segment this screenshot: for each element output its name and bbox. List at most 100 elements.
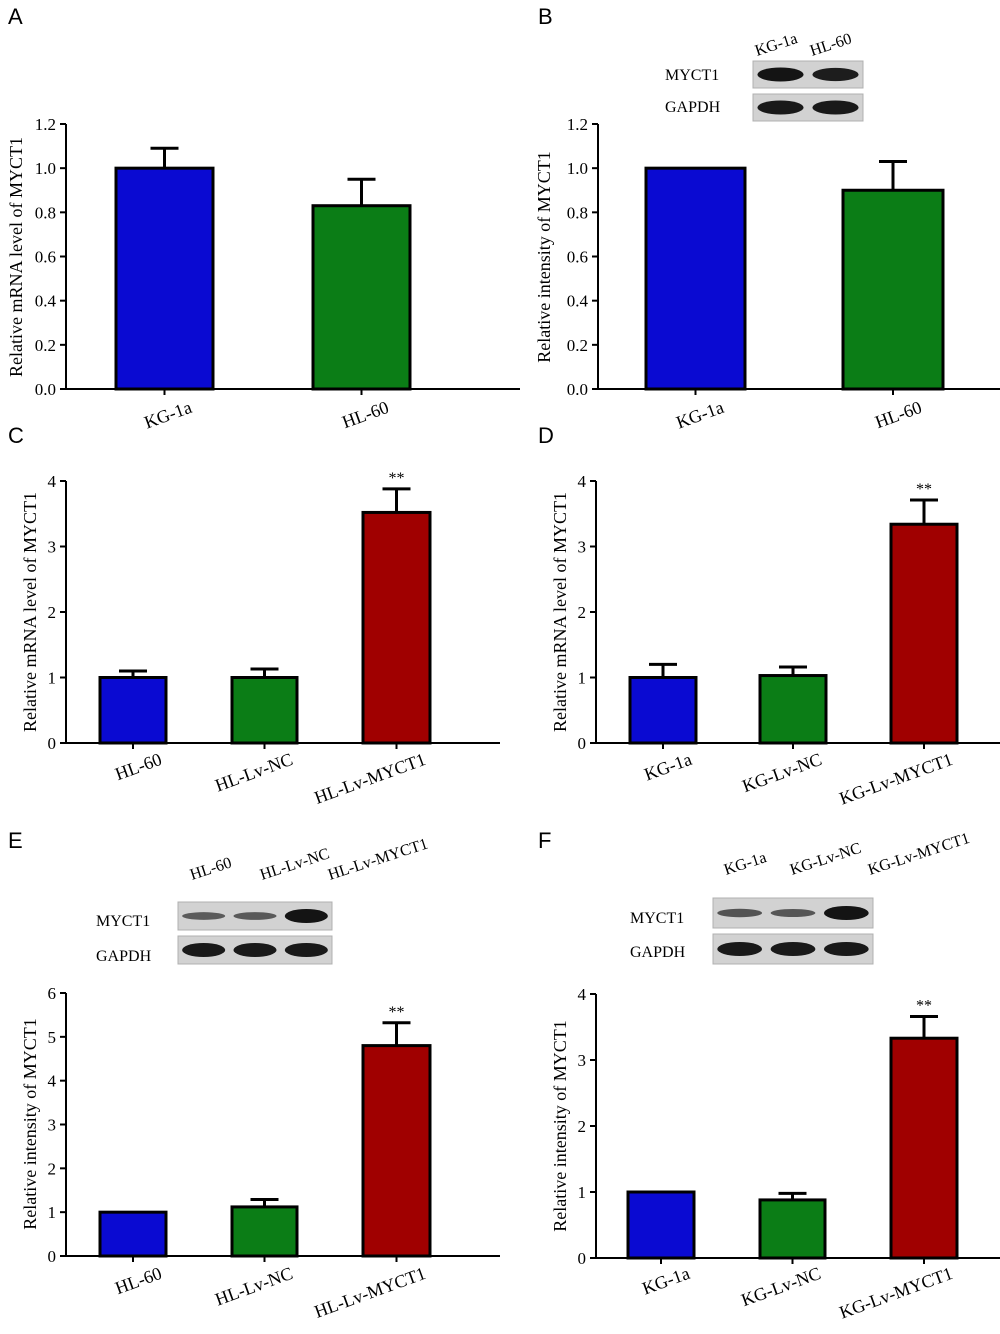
y-axis-label: Relative intensity of MYCT1 bbox=[20, 1018, 40, 1229]
y-tick-label: 3 bbox=[48, 538, 57, 557]
bar-hl-lv-myct1 bbox=[361, 510, 432, 745]
bar-kg-lv-nc bbox=[758, 674, 828, 745]
y-tick-label: 4 bbox=[48, 1072, 57, 1091]
panel-d: D 0 1 2 3 4 Relative mRNA level of MYCT1 KG-1a K… bbox=[538, 423, 1000, 808]
panel-e: E 0 1 2 3 4 5 6 Relative intensity of MYCT1 HL-60… bbox=[8, 828, 500, 1322]
bar-hl-60 bbox=[311, 204, 412, 391]
blot-lane-label: KG-1a bbox=[722, 849, 769, 879]
panel-letter: B bbox=[538, 4, 553, 29]
blot-band bbox=[284, 909, 328, 923]
y-tick-label: 1 bbox=[48, 1203, 57, 1222]
x-tick-label: HL-60 bbox=[112, 1263, 164, 1298]
significance-label: ** bbox=[389, 470, 405, 487]
bar-hl-lv-myct1 bbox=[361, 1044, 432, 1258]
blot-band bbox=[823, 906, 869, 920]
bar-kg-1a bbox=[626, 1190, 696, 1260]
significance-label: ** bbox=[389, 1004, 405, 1021]
blot-band bbox=[717, 908, 763, 918]
x-tick-label: HL-60 bbox=[339, 397, 391, 432]
significance-label: ** bbox=[916, 481, 932, 498]
y-tick-label: 3 bbox=[48, 1116, 57, 1135]
blot-lane-label: HL-60 bbox=[188, 854, 234, 883]
blot-band bbox=[823, 942, 869, 956]
y-tick-label: 2 bbox=[48, 1159, 57, 1178]
bar-kg-lv-myct1 bbox=[889, 1036, 959, 1260]
x-tick-label: HL-Lv-MYCT1 bbox=[312, 1263, 429, 1322]
panel-letter: C bbox=[8, 423, 24, 448]
blot-row-label: GAPDH bbox=[630, 944, 686, 961]
y-tick-label: 0.8 bbox=[567, 203, 588, 222]
y-tick-label: 2 bbox=[48, 603, 57, 622]
x-tick-label: HL-Lv-NC bbox=[212, 749, 295, 795]
x-tick-label: KG-1a bbox=[639, 1263, 692, 1299]
panel-letter: F bbox=[538, 828, 551, 853]
y-tick-label: 0 bbox=[48, 1247, 57, 1266]
blot-band bbox=[182, 912, 226, 920]
blot-band bbox=[233, 943, 277, 957]
blot-band bbox=[182, 943, 226, 957]
y-tick-label: 0 bbox=[48, 734, 57, 753]
bar-hl-60 bbox=[98, 676, 168, 745]
y-tick-label: 0.2 bbox=[567, 336, 588, 355]
significance-label: ** bbox=[916, 997, 932, 1014]
y-tick-label: 0.4 bbox=[35, 292, 57, 311]
western-blot: KG-1a KG-Lv-NC KG-Lv-MYCT1 MYCT1 GAPDH bbox=[630, 830, 972, 965]
panel-a: A 0.0 0.2 0.4 0.6 0.8 1.0 1.2 Relative mRNA leve… bbox=[6, 4, 520, 433]
y-tick-label: 0.0 bbox=[35, 380, 56, 399]
y-tick-label: 0 bbox=[578, 1249, 587, 1268]
x-tick-label: KG-1a bbox=[141, 397, 194, 433]
y-tick-label: 0.6 bbox=[35, 248, 56, 267]
y-tick-label: 1.0 bbox=[35, 159, 56, 178]
bar-hl-60 bbox=[841, 188, 945, 391]
y-tick-label: 6 bbox=[48, 984, 57, 1003]
blot-band bbox=[770, 908, 816, 918]
blot-row-label: MYCT1 bbox=[96, 913, 150, 930]
blot-band bbox=[770, 942, 816, 956]
y-tick-label: 1.2 bbox=[35, 115, 56, 134]
y-tick-label: 2 bbox=[578, 603, 587, 622]
x-tick-label: HL-60 bbox=[872, 397, 924, 432]
bar-hl-60 bbox=[98, 1210, 168, 1258]
y-tick-label: 0.0 bbox=[567, 380, 588, 399]
y-axis-label: Relative mRNA level of MYCT1 bbox=[20, 492, 40, 732]
panel-b: B 0.0 0.2 0.4 0.6 0.8 1.0 1.2 Relative intensity… bbox=[534, 4, 1000, 433]
x-tick-label: KG-Lv-NC bbox=[740, 749, 825, 796]
y-tick-label: 4 bbox=[578, 985, 587, 1004]
x-tick-label: KG-Lv-MYCT1 bbox=[837, 749, 956, 808]
y-axis-label: Relative mRNA level of MYCT1 bbox=[6, 137, 26, 377]
y-tick-label: 0 bbox=[578, 734, 587, 753]
y-tick-label: 0.4 bbox=[567, 292, 589, 311]
blot-lane-label: KG-Lv-MYCT1 bbox=[866, 830, 972, 879]
blot-lane-label: KG-Lv-NC bbox=[788, 840, 863, 879]
blot-row-label: MYCT1 bbox=[630, 910, 684, 927]
blot-row-label: GAPDH bbox=[665, 99, 721, 116]
blot-band bbox=[233, 912, 277, 920]
blot-band bbox=[812, 100, 859, 115]
x-tick-label: HL-Lv-MYCT1 bbox=[312, 749, 429, 808]
blot-lane-label: HL-Lv-NC bbox=[258, 845, 332, 883]
y-axis-label: Relative mRNA level of MYCT1 bbox=[550, 492, 570, 732]
western-blot: KG-1a HL-60 MYCT1 GAPDH bbox=[665, 30, 864, 122]
y-tick-label: 4 bbox=[48, 472, 57, 491]
blot-band bbox=[717, 942, 763, 956]
x-tick-label: KG-1a bbox=[673, 397, 726, 433]
panel-letter: D bbox=[538, 423, 554, 448]
bar-hl-lv-nc bbox=[230, 1205, 299, 1258]
y-tick-label: 0.6 bbox=[567, 248, 588, 267]
y-tick-label: 0.8 bbox=[35, 203, 56, 222]
y-tick-label: 1 bbox=[578, 1183, 587, 1202]
panel-letter: E bbox=[8, 828, 23, 853]
blot-lane-label: HL-Lv-MYCT1 bbox=[326, 836, 430, 884]
y-tick-label: 1.2 bbox=[567, 115, 588, 134]
x-tick-label: KG-Lv-NC bbox=[739, 1263, 824, 1310]
x-tick-label: HL-Lv-NC bbox=[212, 1263, 295, 1309]
blot-band bbox=[757, 100, 804, 115]
y-tick-label: 1.0 bbox=[567, 159, 588, 178]
y-tick-label: 1 bbox=[578, 669, 587, 688]
blot-row-label: MYCT1 bbox=[665, 67, 719, 84]
y-tick-label: 1 bbox=[48, 669, 57, 688]
y-tick-label: 2 bbox=[578, 1117, 587, 1136]
blot-lane-label: KG-1a bbox=[753, 30, 800, 60]
panel-letter: A bbox=[8, 4, 23, 29]
